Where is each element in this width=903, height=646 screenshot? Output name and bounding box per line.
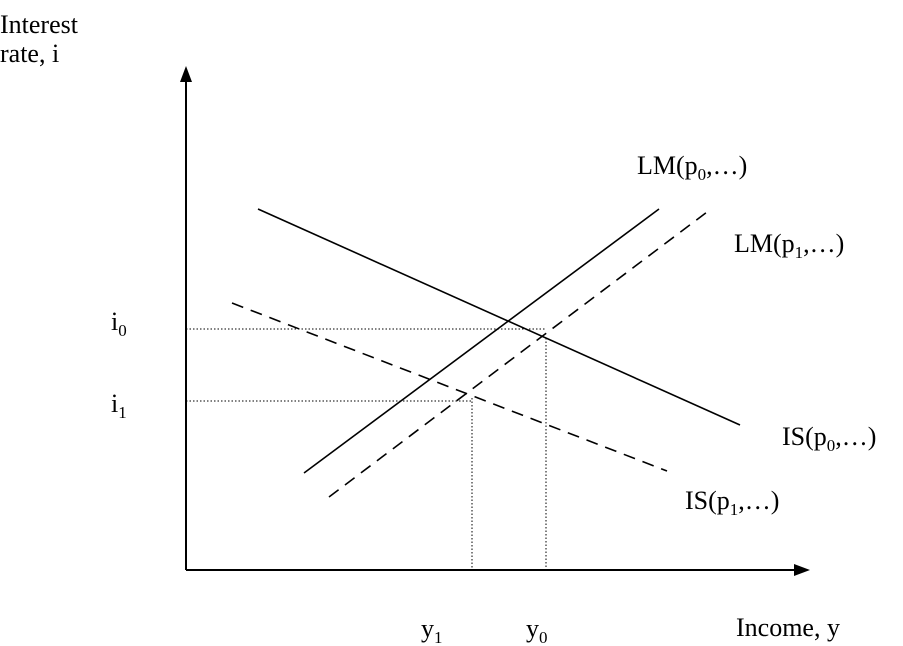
lm0-label: LM(p0,…) <box>637 151 747 184</box>
lm1-label: LM(p1,…) <box>734 229 844 262</box>
lm1-curve <box>329 209 711 497</box>
y-axis-arrowhead <box>180 66 192 82</box>
is1-label: IS(p1,…) <box>685 486 779 519</box>
y0-label: y0 <box>526 614 548 646</box>
i0-label: i0 <box>111 307 127 340</box>
is0-label: IS(p0,…) <box>782 422 876 455</box>
x-axis-arrowhead <box>794 564 810 576</box>
x-axis-label: Income, y <box>736 613 840 642</box>
y-axis-label-line2: rate, i <box>0 39 59 68</box>
y1-label: y1 <box>421 614 443 646</box>
is1-curve <box>232 303 667 471</box>
y-axis-label-line1: Interest <box>0 10 79 39</box>
lm0-curve <box>304 209 659 473</box>
i1-label: i1 <box>111 389 127 422</box>
